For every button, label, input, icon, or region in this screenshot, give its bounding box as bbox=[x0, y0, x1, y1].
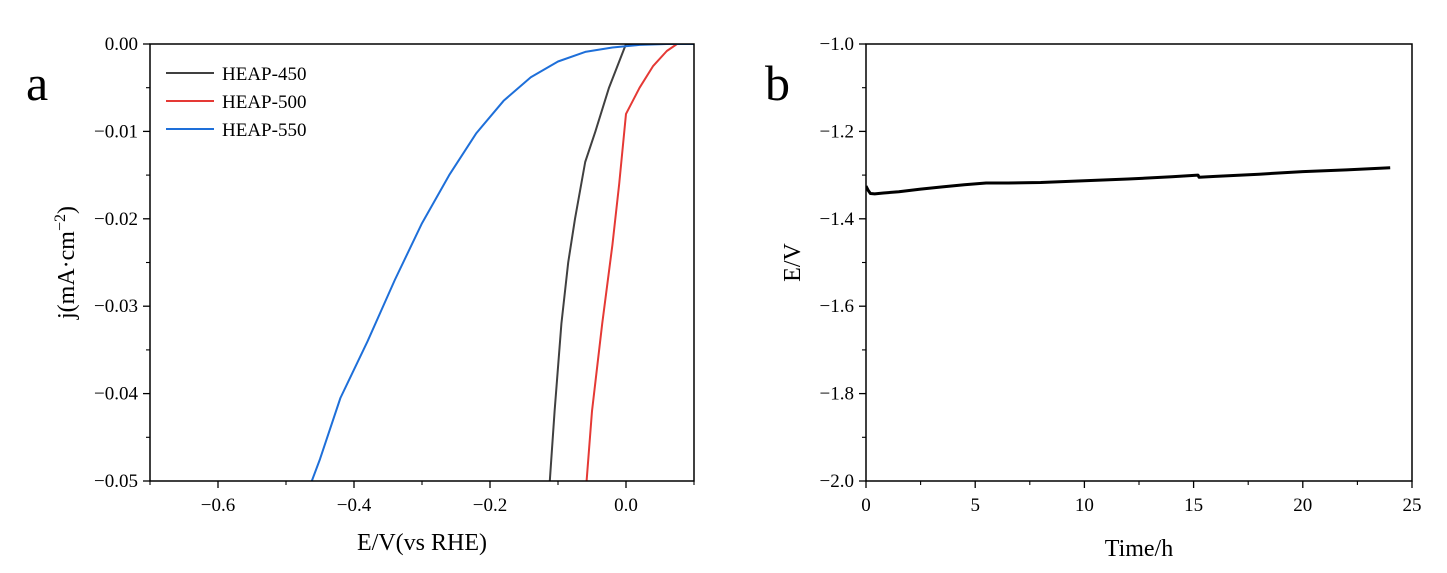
y-axis-title-superscript: −2 bbox=[52, 214, 69, 231]
x-tick-label: 25 bbox=[1403, 495, 1422, 516]
x-tick-label: 20 bbox=[1293, 495, 1312, 516]
series-line-potential bbox=[866, 166, 1391, 196]
plot-frame bbox=[865, 43, 1413, 482]
legend-label-heap-550: HEAP-550 bbox=[222, 120, 306, 141]
y-axis-title: j(mA·cm−2) bbox=[52, 206, 80, 320]
y-axis-title-main: j(mA·cm bbox=[54, 231, 80, 320]
panel-b-stability-chart: 0 5 10 15 20 25 −1.0 −1.2 −1.4 −1.6 −1.8 −2.0 b Time/… bbox=[765, 34, 1422, 562]
panel-a-current-density-chart: −0.6 −0.4 −0.2 0.0 0.00 −0.01 −0.02 −0.03 −0.04 −… bbox=[26, 34, 695, 556]
y-tick-label: −0.04 bbox=[94, 384, 138, 405]
legend-label-heap-500: HEAP-500 bbox=[222, 92, 306, 113]
x-tick-label: −0.6 bbox=[201, 495, 235, 516]
y-tick-label: −1.6 bbox=[820, 296, 854, 317]
y-tick-label: −0.01 bbox=[94, 121, 138, 142]
x-tick-label: 5 bbox=[970, 495, 980, 516]
y-axis-title-close: ) bbox=[54, 206, 80, 214]
x-tick-label: 0.0 bbox=[614, 495, 638, 516]
y-tick-label: −0.05 bbox=[94, 471, 138, 492]
x-tick-label: −0.2 bbox=[473, 495, 507, 516]
panel-letter: b bbox=[765, 55, 790, 111]
legend-label-heap-450: HEAP-450 bbox=[222, 64, 306, 85]
x-tick-label: 15 bbox=[1184, 495, 1203, 516]
y-tick-label: −0.03 bbox=[94, 296, 138, 317]
legend: HEAP-450 HEAP-500 HEAP-550 bbox=[166, 64, 306, 141]
y-tick-label: 0.00 bbox=[105, 34, 138, 55]
y-tick-label: −2.0 bbox=[820, 471, 854, 492]
panel-letter: a bbox=[26, 55, 48, 111]
x-axis-title: E/V(vs RHE) bbox=[357, 530, 487, 556]
y-tick-label: −1.8 bbox=[820, 384, 854, 405]
x-tick-label: −0.4 bbox=[337, 495, 372, 516]
x-tick-label: 0 bbox=[861, 495, 871, 516]
y-axis-title: E/V bbox=[780, 243, 806, 282]
x-tick-label: 10 bbox=[1075, 495, 1094, 516]
series-line-heap-500 bbox=[585, 44, 694, 481]
y-tick-label: −1.0 bbox=[820, 34, 854, 55]
y-tick-label: −1.4 bbox=[820, 209, 855, 230]
series-line-heap-450 bbox=[548, 44, 694, 481]
y-tick-label: −1.2 bbox=[820, 121, 854, 142]
series-line-heap-550 bbox=[310, 44, 694, 481]
x-axis-title: Time/h bbox=[1105, 536, 1173, 562]
y-tick-label: −0.02 bbox=[94, 209, 138, 230]
